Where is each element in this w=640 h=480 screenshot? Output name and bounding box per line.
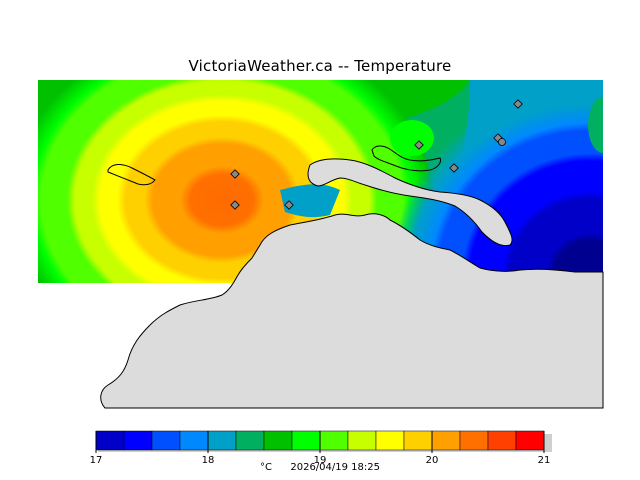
map-title: VictoriaWeather.ca -- Temperature — [188, 57, 452, 75]
colorbar-cell — [459, 430, 489, 451]
timestamp-label: 2026/04/19 18:25 — [290, 462, 380, 473]
colorbar-tick-label: 17 — [90, 455, 103, 466]
colorbar-cell — [291, 430, 321, 451]
station-marker[interactable] — [498, 138, 506, 146]
field-edge-blob — [588, 97, 603, 153]
colorbar-tick-label: 21 — [538, 455, 551, 466]
field-teal-patch — [280, 184, 340, 218]
colorbar-cell — [403, 430, 433, 451]
station-marker[interactable] — [284, 200, 294, 210]
colorbar-cell — [235, 430, 265, 451]
mainland-south — [100, 213, 604, 409]
colorbar-cells — [95, 430, 545, 451]
colorbar-tick-label: 18 — [202, 455, 215, 466]
station-marker[interactable] — [513, 99, 523, 109]
colorbar-cell — [179, 430, 209, 451]
colorbar-cell — [515, 430, 545, 451]
footer: °C 2026/04/19 18:25 — [0, 462, 640, 473]
colorbar-ticks: 17 18 19 20 21 — [90, 431, 551, 466]
colorbar-cell — [347, 430, 377, 451]
colorbar-tick-label: 19 — [314, 455, 327, 466]
colorbar-cell — [207, 430, 237, 451]
colorbar-cell — [151, 430, 181, 451]
field-green-blob — [390, 120, 434, 156]
colorbar-cell — [319, 430, 349, 451]
land — [100, 145, 604, 409]
colorbar-cell — [123, 430, 153, 451]
colorbar-tick-label: 20 — [426, 455, 439, 466]
colorbar-cell — [263, 430, 293, 451]
station-marker[interactable] — [449, 163, 459, 173]
station-marker[interactable] — [230, 200, 240, 210]
station-markers — [230, 99, 523, 210]
peninsula-north — [307, 158, 513, 247]
colorbar-cell — [375, 430, 405, 451]
station-marker[interactable] — [230, 169, 240, 179]
island-small — [107, 164, 156, 186]
colorbar-cell — [431, 430, 461, 451]
colorbar-cell — [487, 430, 517, 451]
unit-label: °C — [260, 462, 272, 473]
colorbar-cell — [95, 430, 125, 451]
station-marker[interactable] — [414, 140, 424, 150]
inlet-shore — [371, 145, 441, 172]
